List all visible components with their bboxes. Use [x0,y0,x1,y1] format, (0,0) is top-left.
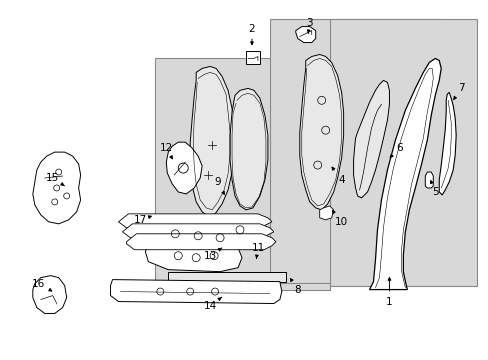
Polygon shape [118,214,271,228]
Bar [329,19,476,285]
Text: 4: 4 [331,167,344,185]
Bar [269,19,443,283]
Text: 14: 14 [203,297,222,311]
Text: 11: 11 [251,243,264,258]
Text: 15: 15 [46,173,64,186]
Polygon shape [145,238,242,272]
Text: 16: 16 [32,279,52,291]
Polygon shape [425,172,432,188]
Text: 2: 2 [248,24,255,45]
Text: 6: 6 [389,143,402,157]
Text: 8: 8 [290,279,301,294]
Polygon shape [33,276,66,314]
Polygon shape [319,206,333,220]
Text: 10: 10 [332,211,347,227]
Polygon shape [110,280,281,303]
Text: 9: 9 [214,177,224,194]
Bar [155,58,329,289]
Text: 13: 13 [203,248,222,261]
Text: 7: 7 [453,84,464,99]
Polygon shape [166,142,202,194]
Text: 5: 5 [429,181,438,197]
Polygon shape [122,224,273,238]
Text: 1: 1 [386,278,392,306]
Polygon shape [126,234,275,250]
Polygon shape [33,152,81,224]
Polygon shape [353,80,388,198]
Polygon shape [299,54,343,210]
Bar [245,50,260,64]
Polygon shape [229,88,267,210]
Polygon shape [295,27,315,42]
Text: 17: 17 [134,215,151,225]
Text: 3: 3 [306,18,312,33]
Polygon shape [438,92,455,195]
Polygon shape [369,58,440,289]
Text: 12: 12 [160,143,173,159]
Polygon shape [168,272,285,282]
Polygon shape [190,67,234,216]
